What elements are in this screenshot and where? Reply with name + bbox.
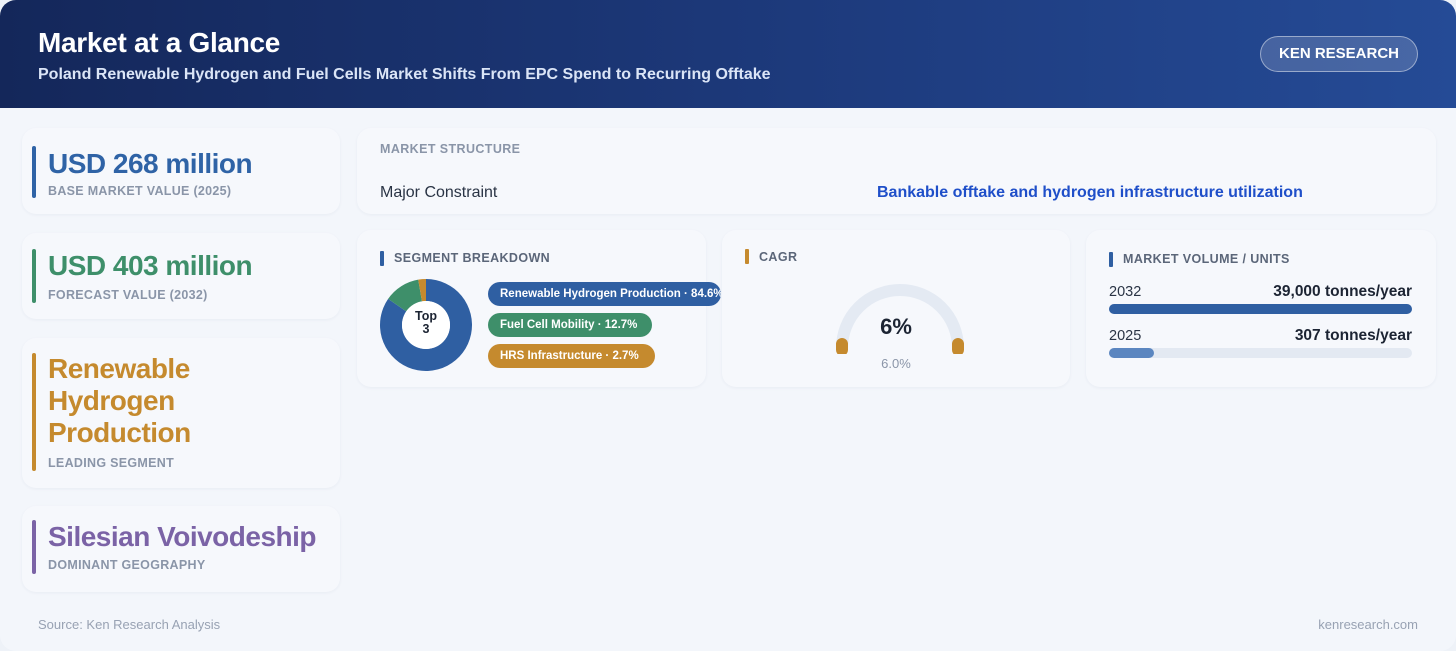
volume-bar-fill <box>1109 304 1412 314</box>
cagr-value: 6% <box>880 314 912 339</box>
kpi-geography-label: DOMINANT GEOGRAPHY <box>48 558 206 572</box>
kpi-base-value-card: USD 268 million BASE MARKET VALUE (2025) <box>22 128 340 214</box>
kpi-geography-card: Silesian Voivodeship DOMINANT GEOGRAPHY <box>22 506 340 592</box>
kpi-accent-bar <box>32 353 36 471</box>
kpi-forecast-value-card: USD 403 million FORECAST VALUE (2032) <box>22 233 340 319</box>
ken-research-button[interactable]: KEN RESEARCH <box>1260 36 1418 72</box>
section-marker <box>1109 252 1113 267</box>
kpi-accent-bar <box>32 520 36 574</box>
donut-center-line1: Top <box>415 309 437 323</box>
cagr-card: CAGR 6% 6.0% <box>722 230 1070 387</box>
volume-bar-fill <box>1109 348 1155 358</box>
market-volume-title: MARKET VOLUME / UNITS <box>1123 252 1290 266</box>
kpi-base-label: BASE MARKET VALUE (2025) <box>48 184 232 198</box>
donut-center-label: Top 3 <box>403 310 449 336</box>
segment-breakdown-title: SEGMENT BREAKDOWN <box>394 251 551 265</box>
volume-row-year: 2032 <box>1109 284 1142 300</box>
market-structure-title: MARKET STRUCTURE <box>380 142 521 156</box>
donut-slice-2 <box>418 279 426 302</box>
footer-site-link[interactable]: kenresearch.com <box>1318 617 1418 632</box>
volume-bar-track <box>1109 304 1412 314</box>
volume-row-value: 307 tonnes/year <box>1294 327 1412 344</box>
kpi-accent-bar <box>32 249 36 303</box>
donut-center-line2: 3 <box>422 322 430 336</box>
segment-pill-renewable-hydrogen: Renewable Hydrogen Production · 84.6% <box>488 282 721 306</box>
market-structure-key: Major Constraint <box>380 184 498 201</box>
kpi-geography-value: Silesian Voivodeship <box>48 521 317 552</box>
donut-slice-1 <box>388 279 422 312</box>
footer-source: Source: Ken Research Analysis <box>38 617 221 632</box>
kpi-leading-segment-value: Renewable Hydrogen Production <box>48 353 191 448</box>
volume-bar-track <box>1109 348 1412 358</box>
market-structure-card: MARKET STRUCTURE Major Constraint Bankab… <box>357 128 1436 214</box>
section-marker <box>745 249 749 264</box>
segment-donut-chart <box>380 279 472 371</box>
cagr-title: CAGR <box>759 250 798 264</box>
kpi-base-value: USD 268 million <box>48 148 253 179</box>
donut-hole <box>402 301 450 349</box>
section-marker <box>380 251 384 266</box>
market-structure-value: Bankable offtake and hydrogen infrastruc… <box>877 184 1303 201</box>
volume-row-value: 39,000 tonnes/year <box>1273 283 1412 300</box>
kpi-forecast-label: FORECAST VALUE (2032) <box>48 288 208 302</box>
kpi-leading-segment-label: LEADING SEGMENT <box>48 456 175 470</box>
cagr-sub-value: 6.0% <box>881 356 911 371</box>
segment-pill-fuel-cell-mobility: Fuel Cell Mobility · 12.7% <box>488 313 652 337</box>
segment-pill-hrs-infrastructure: HRS Infrastructure · 2.7% <box>488 344 655 368</box>
cagr-gauge <box>836 284 964 354</box>
kpi-forecast-value: USD 403 million <box>48 250 253 281</box>
donut-slice-0 <box>380 279 472 371</box>
page-subtitle: Poland Renewable Hydrogen and Fuel Cells… <box>38 66 771 83</box>
kpi-leading-segment-card: Renewable Hydrogen Production LEADING SE… <box>22 338 340 488</box>
header: Market at a Glance Poland Renewable Hydr… <box>0 0 1456 108</box>
volume-row-year: 2025 <box>1109 328 1142 344</box>
gauge-track <box>836 284 964 354</box>
page-title: Market at a Glance <box>38 27 281 58</box>
kpi-accent-bar <box>32 146 36 198</box>
